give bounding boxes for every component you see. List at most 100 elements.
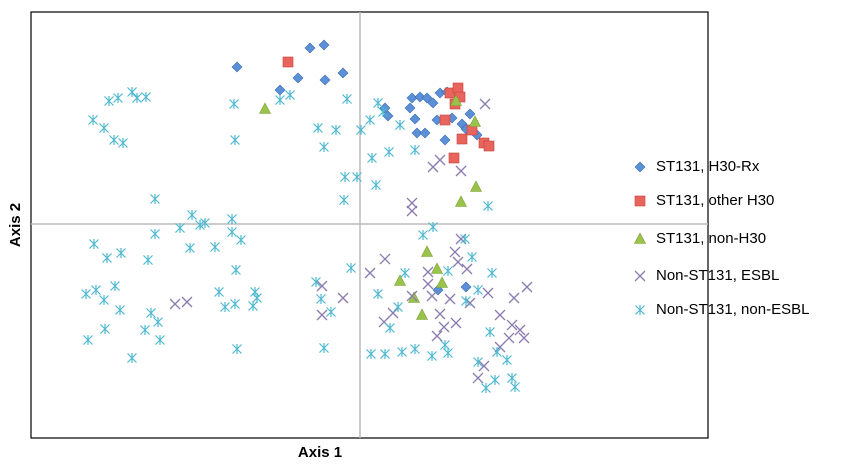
point [487,268,497,278]
point [455,195,467,207]
point [414,91,426,103]
point [387,307,399,319]
point [337,292,349,304]
point [455,233,467,245]
point [434,308,446,320]
point [427,97,439,109]
point [319,74,331,86]
point [140,325,150,335]
legend-label: Non-ST131, ESBL [656,267,779,284]
point [210,242,220,252]
point [143,255,153,265]
point [342,94,352,104]
point [456,133,468,145]
legend-label: Non-ST131, non-ESBL [656,301,809,318]
point [494,309,506,321]
y-axis-label: Axis 2 [7,203,24,247]
point [400,268,410,278]
point [518,332,530,344]
point [439,134,451,146]
point [181,296,193,308]
legend-swatch [634,195,646,207]
point [485,327,495,337]
point [153,317,163,327]
point [410,344,420,354]
point [461,263,473,275]
point [455,165,467,177]
point [319,142,329,152]
point [275,95,285,105]
point [469,115,481,127]
point [452,82,464,94]
point [482,287,494,299]
point [185,243,195,253]
point [146,308,156,318]
point [431,262,443,274]
point [132,93,142,103]
point [379,253,391,265]
point [461,296,471,306]
point [232,344,242,354]
point [227,227,237,237]
point [316,280,328,292]
point [406,290,418,302]
point [444,293,456,305]
plot-area [30,11,709,439]
point [439,114,451,126]
point [127,87,137,97]
legend-label: ST131, H30-Rx [656,158,760,175]
legend-item: Non-ST131, ESBL [634,267,779,284]
point [311,277,321,287]
point [231,265,241,275]
point [340,172,350,182]
point [89,239,99,249]
point [88,115,98,125]
point [450,317,462,329]
point [231,61,243,73]
point [514,324,526,336]
point [478,360,490,372]
point [521,281,533,293]
point [113,93,123,103]
legend-item: ST131, H30-Rx [634,158,760,175]
point [316,309,328,321]
point [422,266,434,278]
point [418,230,428,240]
point [127,353,137,363]
point [460,234,470,244]
legend-item: Non-ST131, non-ESBL [635,301,809,318]
point [316,294,326,304]
point [282,56,294,68]
point [421,92,433,104]
point [339,195,349,205]
point [378,107,388,117]
point [410,145,420,155]
point [102,253,112,263]
point [483,201,493,211]
point [397,347,407,357]
point [367,153,377,163]
point [404,102,416,114]
point [313,123,323,133]
point [109,135,119,145]
point [473,285,483,295]
point [187,210,197,220]
point [470,180,482,192]
point [460,281,472,293]
point [416,308,428,320]
point [252,293,262,303]
point [450,94,462,106]
point [473,357,483,367]
legend-item: ST131, other H30 [634,192,774,209]
point [366,349,376,359]
x-axis-label: Axis 1 [298,444,342,461]
point [443,348,453,358]
point [490,375,500,385]
point [115,305,125,315]
point [510,382,520,392]
point [421,245,433,257]
legend-label: ST131, non-H30 [656,230,766,247]
point [426,290,438,302]
point [428,222,438,232]
point [449,246,461,258]
